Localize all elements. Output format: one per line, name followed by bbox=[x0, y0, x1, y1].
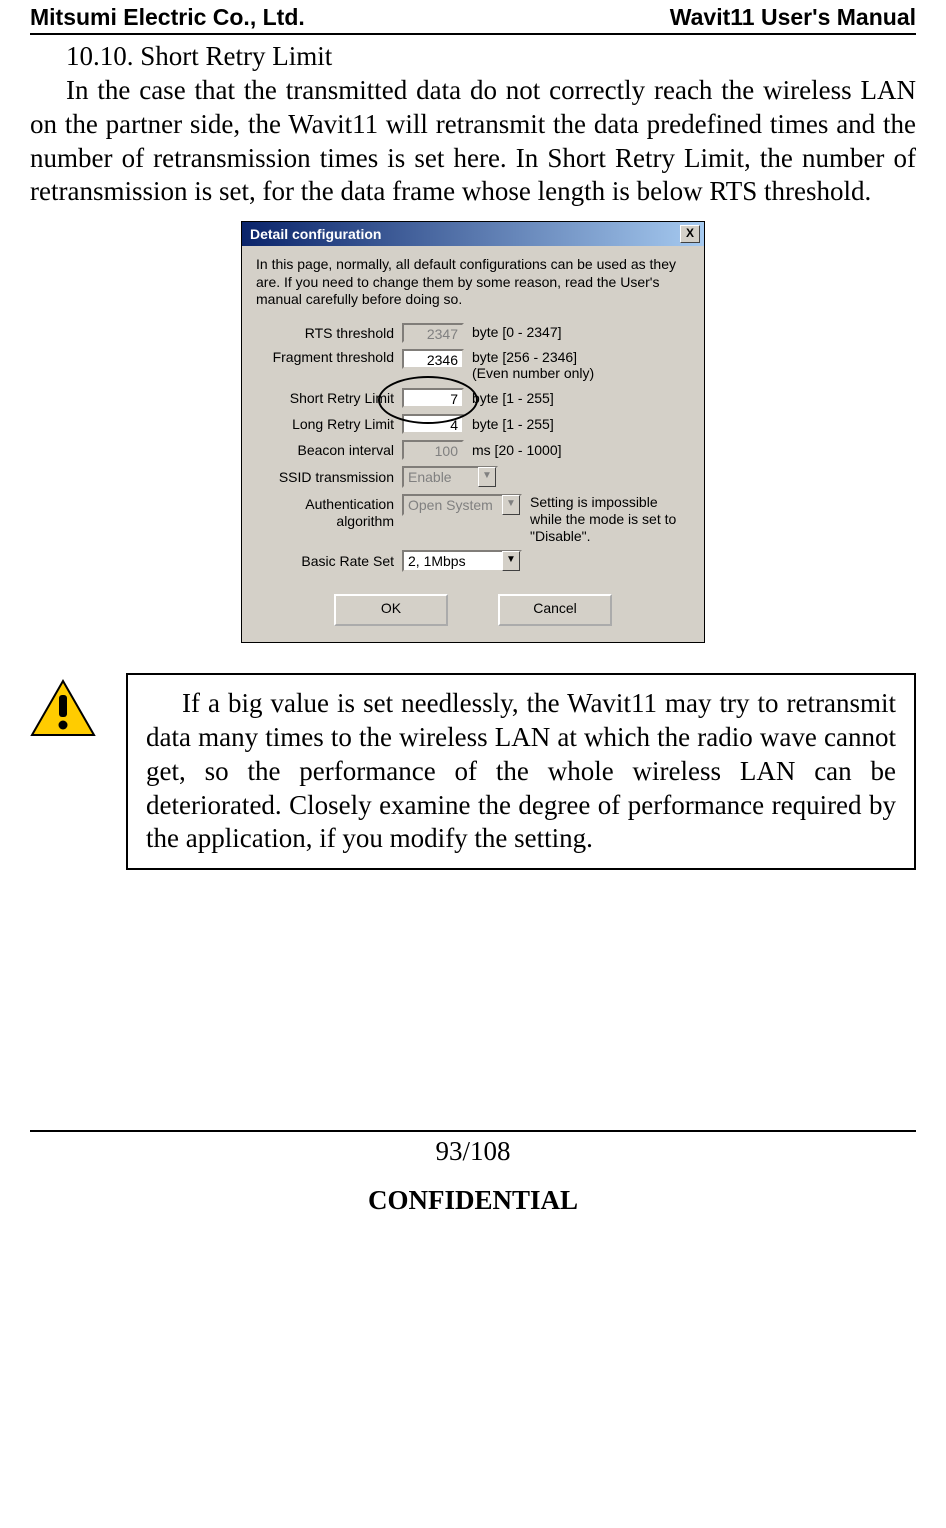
row-rate: Basic Rate Set 2, 1Mbps ▼ bbox=[256, 550, 690, 572]
select-auth: Open System ▼ bbox=[402, 494, 522, 516]
select-rate[interactable]: 2, 1Mbps ▼ bbox=[402, 550, 522, 572]
warning-icon bbox=[30, 679, 96, 737]
ok-button[interactable]: OK bbox=[334, 594, 448, 626]
chevron-down-icon[interactable]: ▼ bbox=[502, 551, 520, 571]
row-short-retry: Short Retry Limit 7 byte [1 - 255] bbox=[256, 388, 690, 408]
close-button[interactable]: X bbox=[680, 225, 700, 243]
chevron-down-icon: ▼ bbox=[502, 495, 520, 515]
select-ssid: Enable ▼ bbox=[402, 466, 498, 488]
detail-configuration-dialog: Detail configuration X In this page, nor… bbox=[241, 221, 705, 643]
confidential-label: CONFIDENTIAL bbox=[30, 1185, 916, 1236]
unit-beacon: ms [20 - 1000] bbox=[464, 442, 562, 459]
input-frag[interactable]: 2346 bbox=[402, 349, 464, 369]
dialog-titlebar: Detail configuration X bbox=[242, 222, 704, 246]
body-paragraph: In the case that the transmitted data do… bbox=[30, 74, 916, 209]
input-rts: 2347 bbox=[402, 323, 464, 343]
unit-long-retry: byte [1 - 255] bbox=[464, 416, 554, 433]
label-frag: Fragment threshold bbox=[256, 349, 402, 365]
select-rate-value: 2, 1Mbps bbox=[408, 553, 466, 569]
label-auth: Authenticationalgorithm bbox=[256, 494, 402, 530]
chevron-down-icon: ▼ bbox=[478, 467, 496, 487]
header-left: Mitsumi Electric Co., Ltd. bbox=[30, 4, 305, 31]
select-ssid-value: Enable bbox=[408, 469, 452, 485]
row-long-retry: Long Retry Limit 4 byte [1 - 255] bbox=[256, 414, 690, 434]
section-title: 10.10. Short Retry Limit bbox=[66, 41, 916, 72]
auth-note: Setting is impossible while the mode is … bbox=[522, 494, 690, 544]
dialog-title: Detail configuration bbox=[250, 226, 381, 242]
input-beacon: 100 bbox=[402, 440, 464, 460]
label-long-retry: Long Retry Limit bbox=[256, 416, 402, 432]
page-header: Mitsumi Electric Co., Ltd. Wavit11 User'… bbox=[30, 0, 916, 35]
label-beacon: Beacon interval bbox=[256, 442, 402, 458]
row-rts: RTS threshold 2347 byte [0 - 2347] bbox=[256, 323, 690, 343]
warning-box: If a big value is set needlessly, the Wa… bbox=[126, 673, 916, 870]
label-rts: RTS threshold bbox=[256, 325, 402, 341]
label-rate: Basic Rate Set bbox=[256, 553, 402, 569]
dialog-intro: In this page, normally, all default conf… bbox=[256, 256, 690, 309]
row-ssid: SSID transmission Enable ▼ bbox=[256, 466, 690, 488]
page-footer: 93/108 CONFIDENTIAL bbox=[30, 1130, 916, 1236]
unit-frag: byte [256 - 2346] (Even number only) bbox=[464, 349, 594, 383]
highlight-ellipse bbox=[378, 376, 478, 424]
row-auth: Authenticationalgorithm Open System ▼ Se… bbox=[256, 494, 690, 544]
cancel-button[interactable]: Cancel bbox=[498, 594, 612, 626]
row-frag: Fragment threshold 2346 byte [256 - 2346… bbox=[256, 349, 690, 383]
select-auth-value: Open System bbox=[408, 497, 493, 513]
label-ssid: SSID transmission bbox=[256, 469, 402, 485]
page-number: 93/108 bbox=[30, 1132, 916, 1185]
warning-text: If a big value is set needlessly, the Wa… bbox=[146, 687, 896, 856]
unit-rts: byte [0 - 2347] bbox=[464, 324, 562, 341]
header-right: Wavit11 User's Manual bbox=[670, 4, 916, 31]
row-beacon: Beacon interval 100 ms [20 - 1000] bbox=[256, 440, 690, 460]
